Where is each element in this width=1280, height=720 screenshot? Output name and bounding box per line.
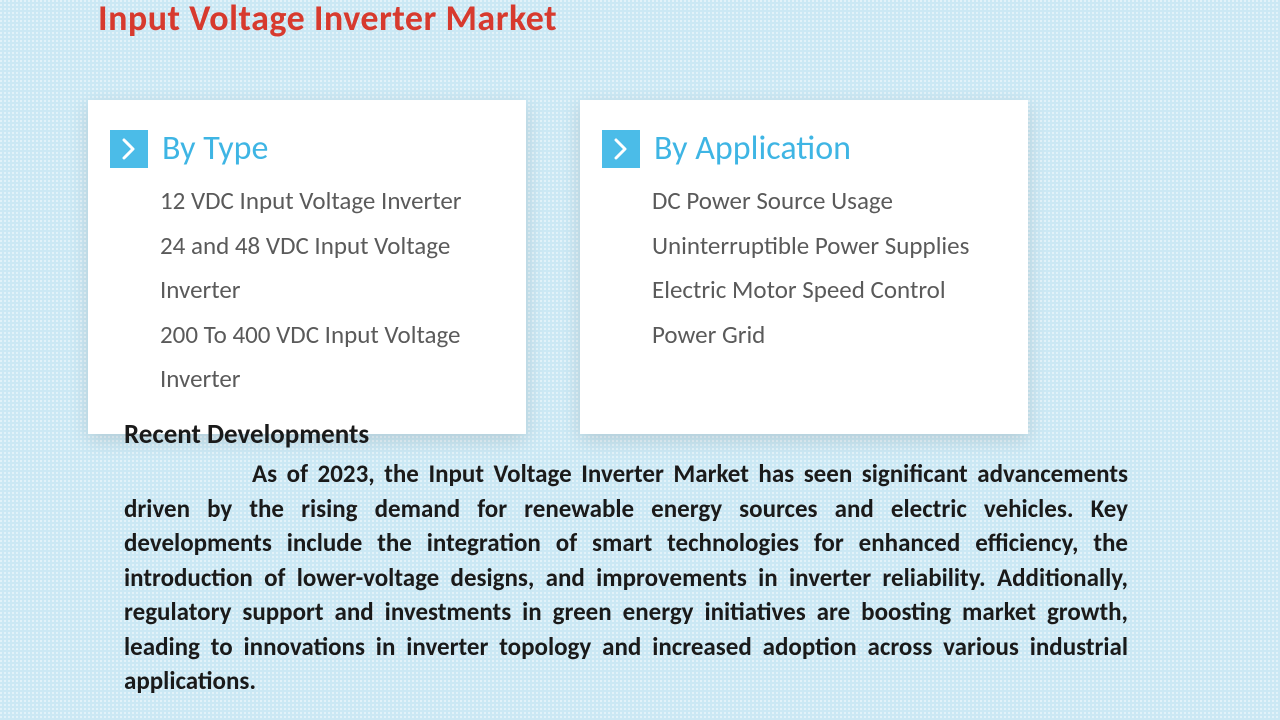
list-item: 200 To 400 VDC Input Voltage Inverter — [160, 313, 496, 402]
chevron-right-icon — [602, 130, 640, 168]
card-by-application: By Application DC Power Source Usage Uni… — [580, 100, 1028, 434]
list-item: 12 VDC Input Voltage Inverter — [160, 179, 496, 224]
recent-developments-section: Recent Developments As of 2023, the Inpu… — [124, 418, 1128, 699]
section-body: As of 2023, the Input Voltage Inverter M… — [124, 457, 1128, 699]
section-heading: Recent Developments — [124, 418, 1128, 451]
list-item: Uninterruptible Power Supplies — [652, 224, 998, 269]
card-items: DC Power Source Usage Uninterruptible Po… — [610, 179, 998, 357]
list-item: 24 and 48 VDC Input Voltage Inverter — [160, 224, 496, 313]
cards-row: By Type 12 VDC Input Voltage Inverter 24… — [88, 100, 1028, 434]
card-items: 12 VDC Input Voltage Inverter 24 and 48 … — [118, 179, 496, 402]
chevron-right-icon — [110, 130, 148, 168]
card-header: By Type — [118, 128, 496, 169]
page-title: Input Voltage Inverter Market — [98, 0, 557, 40]
list-item: Power Grid — [652, 313, 998, 358]
list-item: DC Power Source Usage — [652, 179, 998, 224]
list-item: Electric Motor Speed Control — [652, 268, 998, 313]
card-title: By Application — [654, 128, 851, 169]
card-by-type: By Type 12 VDC Input Voltage Inverter 24… — [88, 100, 526, 434]
card-title: By Type — [162, 128, 268, 169]
card-header: By Application — [610, 128, 998, 169]
